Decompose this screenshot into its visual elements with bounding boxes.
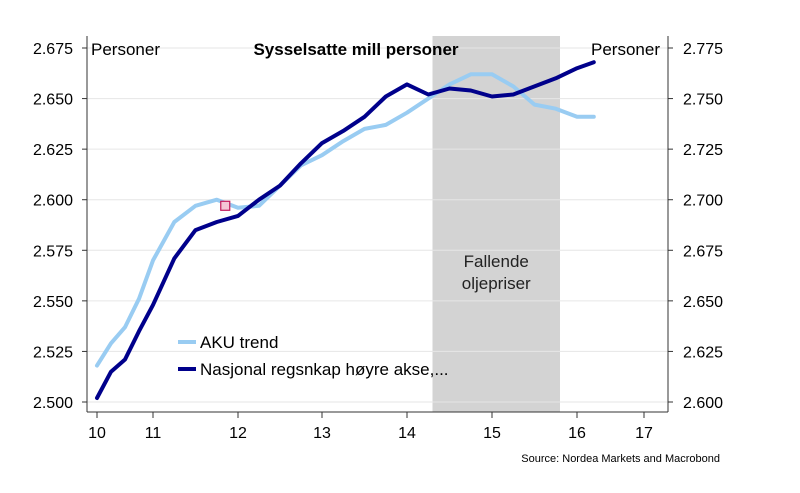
x-tick-label: 15 (483, 425, 501, 442)
y-left-tick-label: 2.575 (33, 243, 73, 260)
x-tick-label: 13 (313, 425, 331, 442)
y-right-tick-label: 2.625 (683, 344, 723, 361)
y-right-tick-label: 2.775 (683, 41, 723, 58)
x-tick-label: 12 (229, 425, 247, 442)
y-right-tick-label: 2.650 (683, 294, 723, 311)
shaded-region-label-line: oljepriser (462, 274, 531, 293)
legend: AKU trend Nasjonal regsnkap høyre akse,.… (178, 333, 449, 379)
x-tick-label: 16 (568, 425, 586, 442)
x-tick-label: 10 (88, 425, 106, 442)
shaded-region-rect (432, 36, 560, 412)
y-right-tick-label: 2.750 (683, 92, 723, 109)
shaded-region-label-line: Fallende (464, 252, 529, 271)
series-line-nasjonal-regnskap (95, 60, 596, 400)
x-tick-label: 14 (398, 425, 416, 442)
x-tick-label: 17 (635, 425, 653, 442)
chart-title: Sysselsatte mill personer (253, 40, 458, 59)
y-right-tick-label: 2.675 (683, 243, 723, 260)
y-left-tick-label: 2.675 (33, 41, 73, 58)
right-axis-unit-label: Personer (591, 40, 660, 59)
y-left-tick-label: 2.600 (33, 193, 73, 210)
y-right-tick-label: 2.600 (683, 395, 723, 412)
series-line-aku-trend (95, 72, 596, 368)
data-marker (220, 200, 231, 211)
y-left-tick-label: 2.500 (33, 395, 73, 412)
shaded-region: Fallende oljepriser (432, 36, 560, 412)
y-left-tick-label: 2.550 (33, 294, 73, 311)
y-left-tick-label: 2.650 (33, 92, 73, 109)
source-note: Source: Nordea Markets and Macrobond (521, 453, 720, 465)
square-marker (220, 200, 231, 211)
y-left-tick-label: 2.625 (33, 142, 73, 159)
x-tick-label: 11 (145, 425, 162, 442)
y-right-tick-label: 2.725 (683, 142, 723, 159)
gridlines (87, 47, 668, 403)
left-axis-unit-label: Personer (91, 40, 160, 59)
axes: 2.500 2.525 2.550 2.575 2.600 2.625 2.650 2.675… (33, 36, 723, 442)
y-right-tick-label: 2.700 (683, 193, 723, 210)
legend-label-aku-trend: AKU trend (200, 333, 278, 352)
series-lines (95, 60, 596, 400)
legend-label-nasjonal-regnskap: Nasjonal regsnkap høyre akse,... (200, 360, 449, 379)
y-left-tick-label: 2.525 (33, 344, 73, 361)
